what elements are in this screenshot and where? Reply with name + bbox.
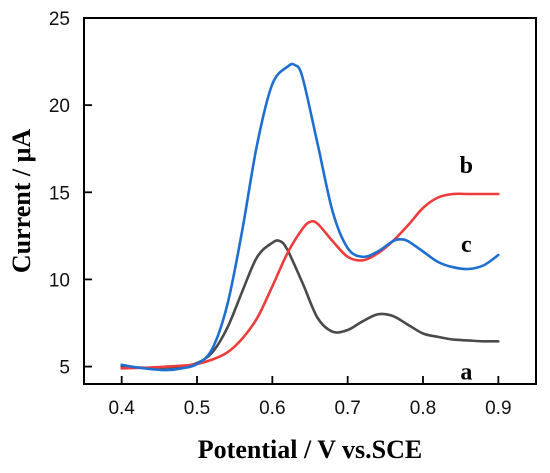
y-tick-label: 25 — [49, 9, 70, 30]
x-tick-label: 0.4 — [108, 398, 135, 419]
x-tick-label: 0.5 — [184, 398, 210, 419]
labels-layer: 0.4 0.5 0.6 0.7 0.8 0.9 5 10 15 20 25 Potential / V… — [7, 9, 512, 464]
x-tick-label: 0.6 — [259, 398, 285, 419]
y-tick-label: 10 — [49, 270, 70, 291]
x-axis-title: Potential / V vs.SCE — [198, 435, 422, 464]
series-line-a — [120, 239, 500, 370]
x-tick-label: 0.7 — [334, 398, 360, 419]
y-tick-label: 20 — [49, 96, 70, 117]
y-tick-label: 15 — [49, 183, 70, 204]
series-label-c: c — [461, 232, 472, 258]
y-axis-title: Current / μA — [7, 129, 36, 273]
series-layer — [120, 62, 500, 372]
x-tick-label: 0.8 — [410, 398, 436, 419]
x-tick-label: 0.9 — [485, 398, 511, 419]
plot-frame — [83, 17, 537, 385]
y-tick-label: 5 — [59, 358, 70, 379]
series-label-a: a — [460, 359, 472, 385]
series-line-b — [120, 192, 500, 370]
series-line-c — [120, 62, 500, 372]
axes — [83, 17, 537, 385]
series-label-b: b — [460, 153, 473, 179]
